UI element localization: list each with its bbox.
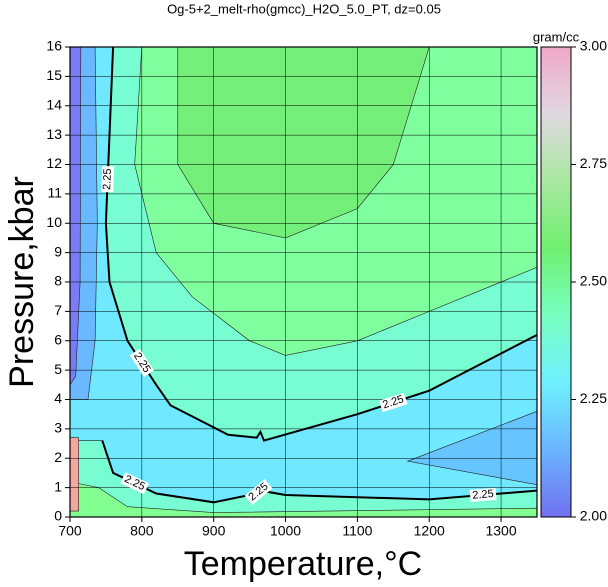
colorbar-tick-label: 2.50 bbox=[580, 273, 607, 289]
y-tick-label: 8 bbox=[54, 273, 62, 289]
contour-label-bg bbox=[129, 348, 154, 377]
x-axis-label: Temperature,°C bbox=[184, 545, 422, 583]
y-tick-label: 13 bbox=[46, 126, 62, 142]
contour-region bbox=[406, 410, 537, 486]
y-tick-label: 14 bbox=[46, 96, 62, 112]
plot-area: 2.252.252.252.25 2.25 2.25 bbox=[70, 47, 537, 517]
y-tick-label: 4 bbox=[54, 390, 62, 406]
x-tick-label: 700 bbox=[58, 523, 82, 539]
contour-label: 2.25 bbox=[101, 168, 114, 190]
contour-label-bg bbox=[120, 472, 149, 495]
contour-label-bg bbox=[469, 487, 497, 503]
y-tick-label: 0 bbox=[54, 508, 62, 524]
x-tick-label: 1100 bbox=[342, 523, 372, 539]
y-tick-label: 1 bbox=[54, 478, 62, 494]
colorbar bbox=[540, 46, 572, 518]
contour-label-bg bbox=[244, 479, 273, 505]
x-tick-label: 1000 bbox=[270, 523, 301, 539]
y-tick-label: 3 bbox=[54, 420, 62, 436]
y-tick-label: 12 bbox=[46, 155, 62, 171]
y-axis-label: Pressure,kbar bbox=[3, 176, 41, 388]
contour-line bbox=[104, 47, 537, 442]
x-tick-label: 900 bbox=[202, 523, 226, 539]
contour-region bbox=[70, 47, 82, 386]
y-tick-label: 15 bbox=[46, 67, 62, 83]
y-tick-label: 10 bbox=[46, 214, 62, 230]
colorbar-tick-label: 3.00 bbox=[580, 38, 607, 54]
x-tick-label: 1200 bbox=[414, 523, 445, 539]
colorbar-tick-label: 2.25 bbox=[580, 390, 607, 406]
chart-title: Og-5+2_melt-rho(gmcc)_H2O_5.0_PT, dz=0.0… bbox=[167, 1, 441, 16]
contour-label-bg bbox=[379, 392, 408, 413]
y-tick-label: 11 bbox=[47, 185, 62, 201]
contour-label: 2.25 bbox=[472, 488, 494, 502]
y-tick-label: 9 bbox=[54, 243, 62, 259]
contour-region bbox=[70, 437, 79, 512]
x-tick-label: 1300 bbox=[485, 523, 516, 539]
colorbar-tick-label: 2.75 bbox=[580, 155, 607, 171]
y-tick-label: 2 bbox=[54, 449, 62, 465]
y-tick-label: 16 bbox=[46, 38, 62, 54]
x-tick-label: 800 bbox=[130, 523, 154, 539]
colorbar-tick-label: 2.00 bbox=[580, 508, 607, 524]
y-tick-label: 7 bbox=[54, 302, 62, 318]
y-tick-label: 5 bbox=[54, 361, 62, 377]
contour-label-bg bbox=[101, 165, 115, 193]
colorbar-label: gram/cc bbox=[533, 29, 580, 44]
y-tick-label: 6 bbox=[54, 331, 62, 347]
